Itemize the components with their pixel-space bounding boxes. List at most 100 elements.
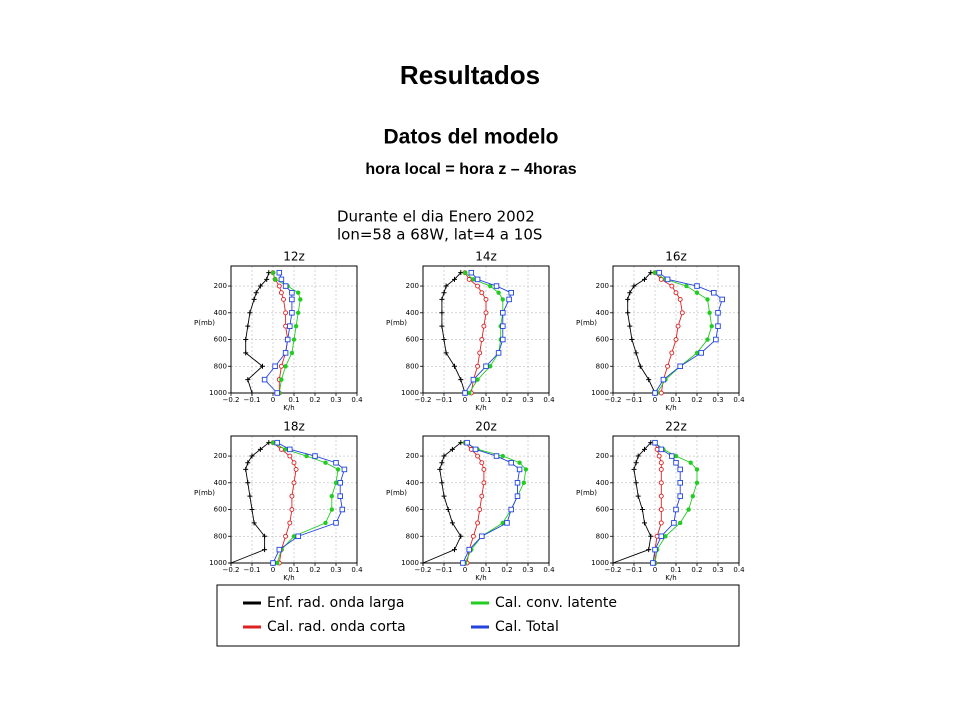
x-tick-label: −0.2 — [223, 566, 240, 574]
marker — [635, 493, 641, 499]
marker — [278, 276, 285, 283]
marker — [508, 506, 514, 513]
x-tick-label: −0.1 — [244, 566, 261, 574]
plot-frame — [612, 435, 740, 564]
marker — [658, 507, 664, 512]
marker — [333, 459, 339, 466]
marker — [251, 296, 257, 302]
marker — [481, 323, 487, 329]
marker — [508, 289, 514, 296]
marker — [709, 323, 714, 329]
marker — [648, 270, 654, 276]
marker — [479, 337, 485, 342]
marker — [627, 290, 633, 296]
marker — [264, 276, 270, 282]
marker — [625, 310, 631, 316]
marker — [295, 533, 301, 540]
marker — [293, 466, 299, 472]
x-tick-label: −0.2 — [605, 396, 622, 404]
marker — [500, 336, 506, 343]
marker — [669, 283, 675, 289]
y-tick-label: 1000 — [401, 559, 419, 567]
marker — [500, 520, 505, 526]
marker — [477, 507, 483, 512]
marker — [677, 493, 683, 499]
marker — [257, 283, 263, 289]
marker — [249, 453, 255, 459]
y-tick-label: 200 — [214, 282, 227, 290]
marker — [287, 453, 293, 459]
marker — [639, 507, 645, 513]
marker — [458, 440, 464, 446]
y-tick-label: 600 — [406, 506, 419, 514]
marker — [694, 283, 700, 289]
y-tick-label: 600 — [596, 336, 609, 344]
x-tick-label: −0.2 — [415, 396, 432, 404]
y-tick-label: 600 — [596, 506, 609, 514]
slide-title: Resultados — [400, 60, 540, 90]
marker — [654, 533, 660, 539]
y-tick-label: 800 — [596, 362, 609, 370]
marker — [275, 560, 280, 566]
y-tick-label: 800 — [214, 532, 227, 540]
marker — [439, 480, 445, 486]
marker — [437, 466, 443, 472]
y-tick-label: 400 — [596, 309, 609, 317]
x-tick-label: 0 — [463, 566, 467, 574]
marker — [475, 377, 480, 382]
y-tick-label: 1000 — [209, 559, 227, 567]
marker — [266, 270, 272, 276]
marker — [247, 310, 253, 316]
marker — [249, 390, 255, 396]
marker — [504, 520, 510, 526]
marker — [462, 270, 468, 275]
marker — [633, 460, 639, 466]
marker — [642, 520, 647, 526]
x-tick-label: 0.1 — [480, 566, 491, 574]
marker — [673, 453, 679, 459]
marker — [458, 270, 464, 276]
marker — [281, 296, 286, 302]
marker — [270, 560, 276, 566]
marker — [439, 310, 445, 316]
legend-label: Enf. rad. onda larga — [267, 595, 404, 611]
marker — [479, 493, 485, 499]
panel-title: 12z — [283, 250, 305, 264]
marker — [698, 350, 704, 356]
marker — [669, 350, 675, 356]
marker — [291, 534, 297, 539]
marker — [329, 507, 334, 512]
marker — [658, 276, 664, 282]
marker — [333, 520, 339, 526]
x-tick-label: 0 — [463, 396, 467, 404]
panel-title: 16z — [665, 250, 687, 264]
marker — [705, 297, 710, 302]
marker — [276, 269, 283, 276]
x-tick-label: 0.2 — [501, 396, 512, 404]
plot-frame — [230, 435, 358, 564]
marker — [637, 363, 643, 369]
marker — [479, 290, 485, 296]
y-tick-label: 1000 — [401, 389, 419, 397]
legend-label: Cal. conv. latente — [495, 595, 617, 611]
marker — [483, 296, 489, 302]
marker — [658, 520, 664, 526]
y-tick-label: 200 — [406, 282, 419, 290]
marker — [251, 520, 257, 526]
marker — [272, 277, 278, 282]
marker — [477, 350, 483, 356]
marker — [650, 560, 656, 566]
y-tick-label: 400 — [406, 309, 419, 317]
marker — [262, 533, 268, 539]
marker — [337, 493, 343, 499]
marker — [247, 493, 253, 499]
marker — [646, 547, 652, 553]
marker — [452, 363, 457, 369]
marker — [690, 493, 695, 499]
legend-box — [216, 584, 740, 647]
y-tick-label: 400 — [214, 309, 227, 317]
x-tick-label: 0.1 — [288, 566, 299, 574]
marker — [694, 467, 700, 472]
marker — [243, 337, 249, 343]
marker — [468, 446, 474, 452]
